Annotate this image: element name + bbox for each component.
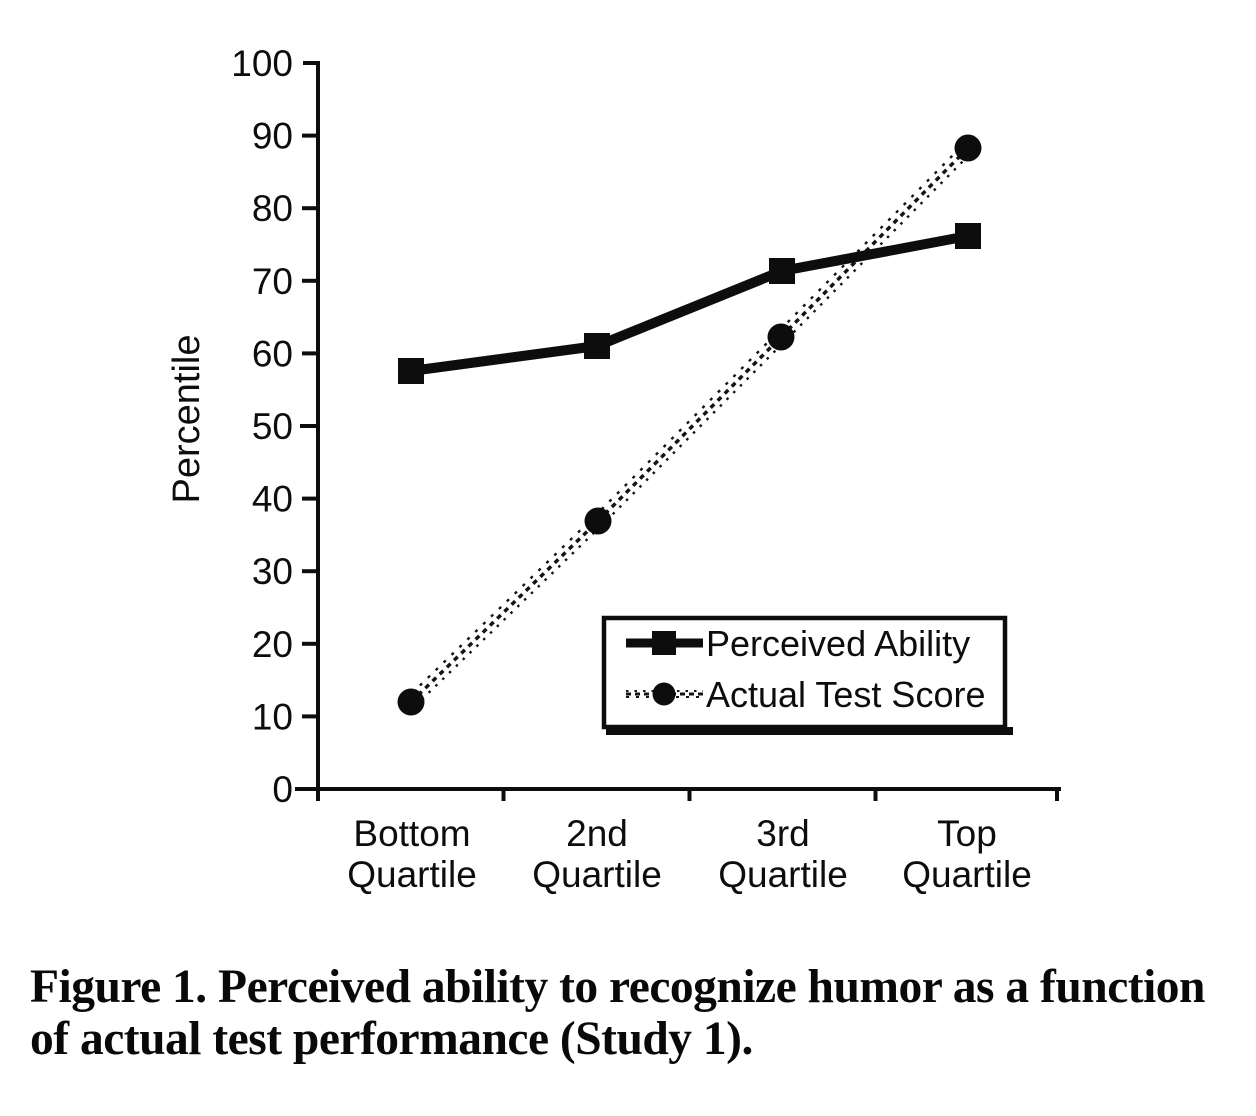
svg-text:70: 70 bbox=[252, 261, 293, 302]
svg-text:Bottom: Bottom bbox=[353, 813, 470, 854]
svg-text:80: 80 bbox=[252, 188, 293, 229]
svg-text:Actual Test Score: Actual Test Score bbox=[706, 674, 985, 715]
svg-text:10: 10 bbox=[252, 696, 293, 737]
svg-text:Top: Top bbox=[937, 813, 997, 854]
svg-text:2nd: 2nd bbox=[566, 813, 628, 854]
svg-text:100: 100 bbox=[231, 43, 293, 84]
svg-text:50: 50 bbox=[252, 406, 293, 447]
svg-text:40: 40 bbox=[252, 479, 293, 520]
svg-text:60: 60 bbox=[252, 333, 293, 374]
svg-text:Quartile: Quartile bbox=[902, 854, 1032, 895]
svg-text:Quartile: Quartile bbox=[347, 854, 477, 895]
svg-text:30: 30 bbox=[252, 551, 293, 592]
svg-text:90: 90 bbox=[252, 116, 293, 157]
svg-text:Quartile: Quartile bbox=[718, 854, 848, 895]
svg-text:Quartile: Quartile bbox=[532, 854, 662, 895]
svg-text:20: 20 bbox=[252, 624, 293, 665]
svg-text:Percentile: Percentile bbox=[166, 335, 208, 504]
svg-text:Perceived Ability: Perceived Ability bbox=[706, 623, 970, 664]
svg-text:3rd: 3rd bbox=[756, 813, 809, 854]
svg-text:0: 0 bbox=[272, 769, 293, 810]
